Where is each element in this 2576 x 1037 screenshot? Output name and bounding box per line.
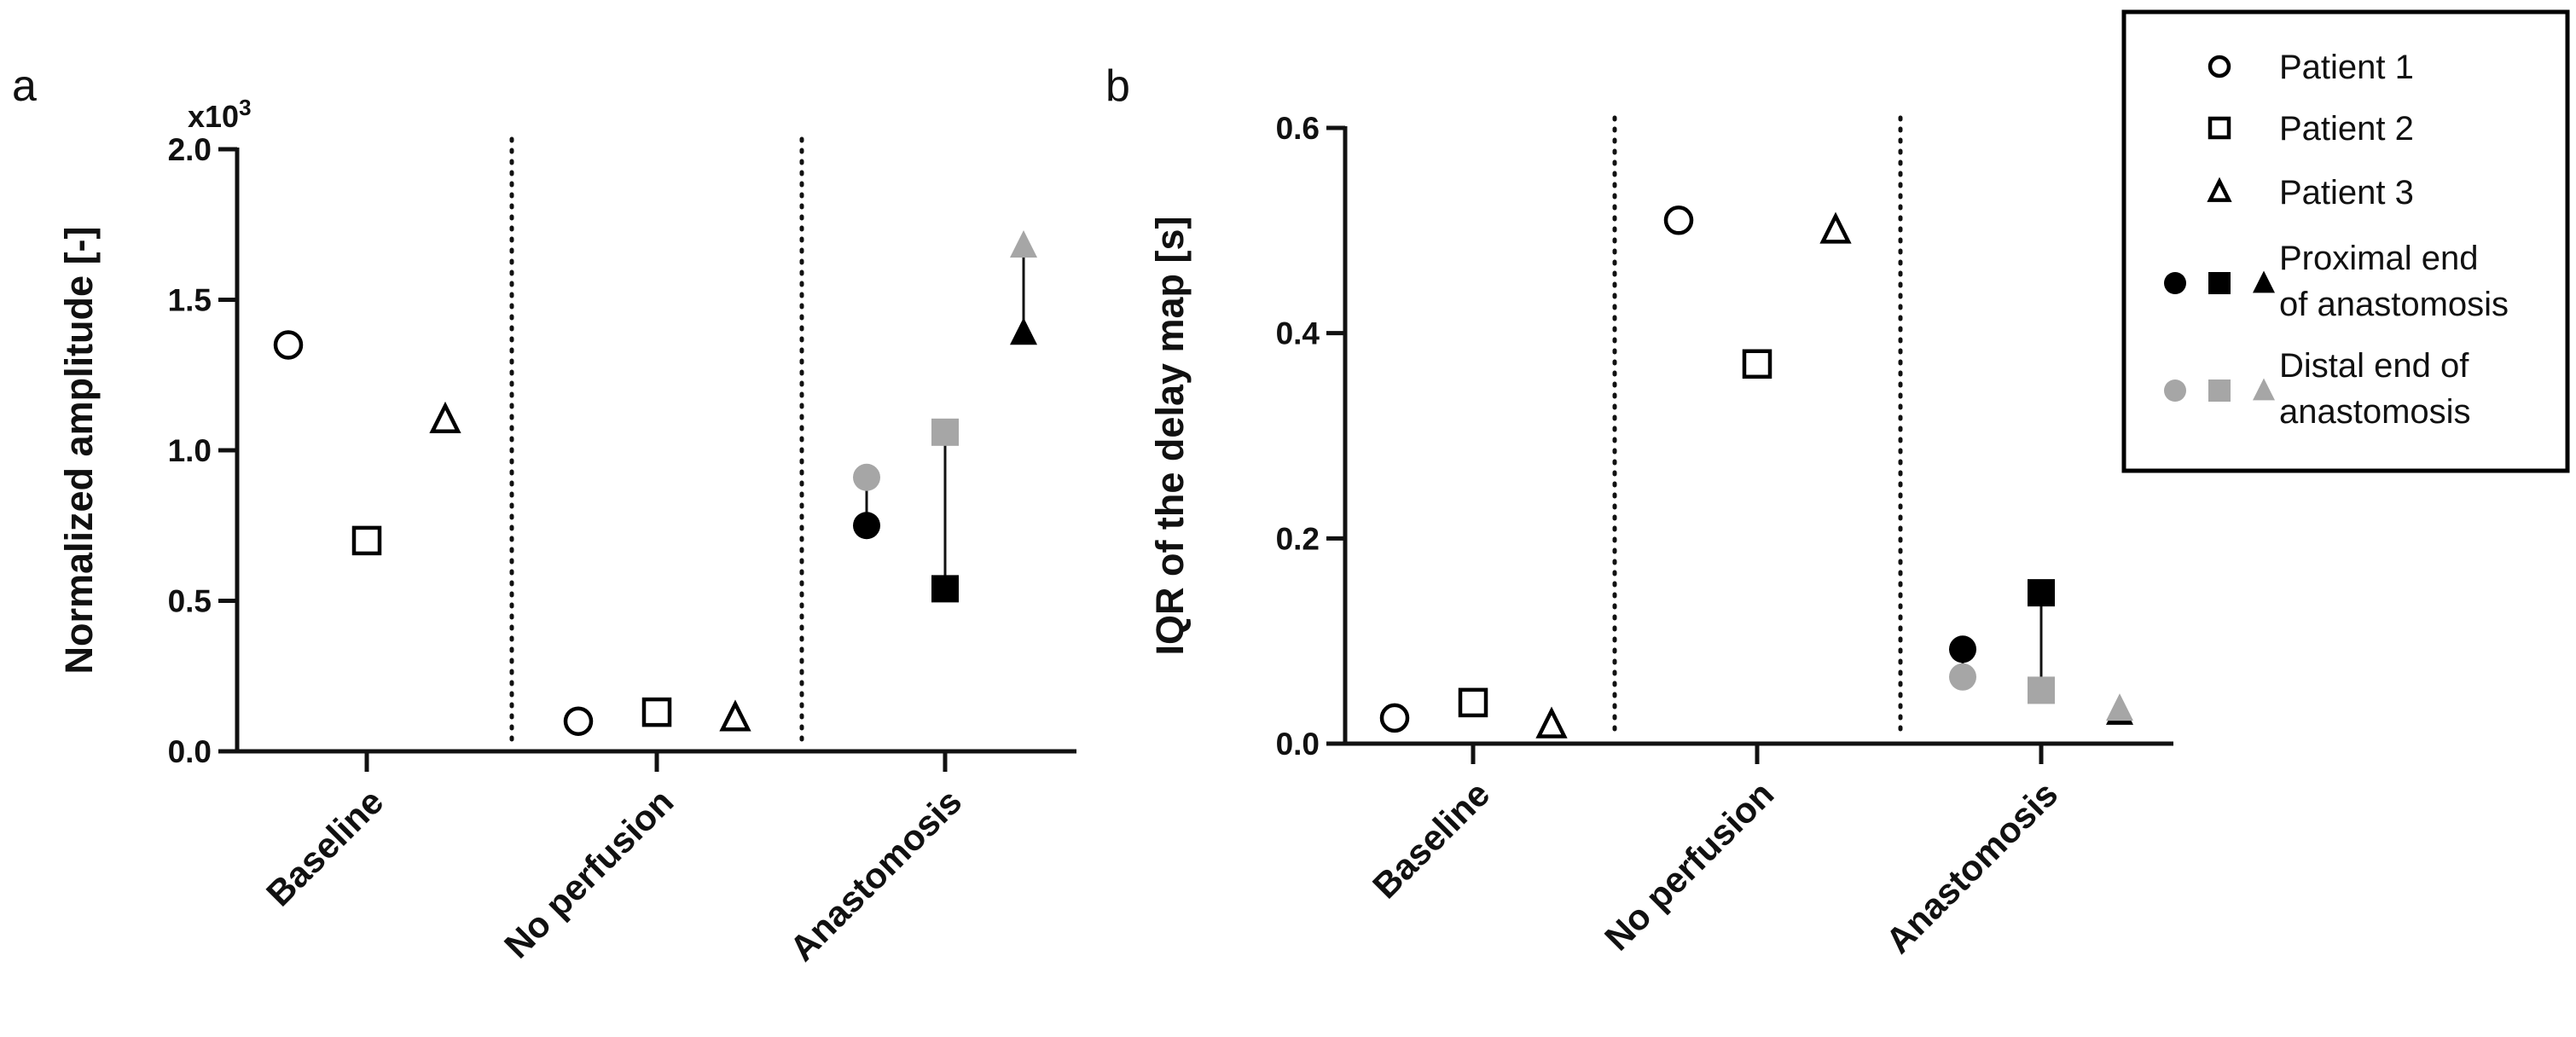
data-point-patient-1 (563, 706, 594, 736)
legend-marker-square (2208, 379, 2231, 402)
y-tick-label: 0.2 (1276, 521, 1320, 556)
data-point-patient-1-proximal (1949, 635, 1976, 663)
data-point-patient-2-proximal (2028, 579, 2055, 607)
data-point-patient-2-proximal (931, 575, 959, 603)
data-point-patient-1-distal (853, 463, 880, 491)
panel-b-label: b (1105, 61, 1130, 111)
y-tick-label: 0.6 (1276, 111, 1320, 146)
data-point-patient-3-proximal (1010, 317, 1037, 345)
data-point-patient-1 (1379, 703, 1410, 733)
y-multiplier-exponent: 3 (239, 95, 251, 120)
legend-marker-triangle (2253, 270, 2275, 293)
legend-marker-triangle (2207, 177, 2232, 202)
legend-item-label: Patient 3 (2279, 174, 2414, 211)
data-point-patient-2 (351, 525, 382, 556)
data-point-patient-1 (273, 330, 304, 360)
y-tick-label: 0.0 (168, 734, 212, 769)
legend-item-label: of anastomosis (2279, 286, 2509, 323)
panel-a-label: a (12, 61, 37, 111)
legend-marker-circle (2208, 55, 2231, 78)
legend-marker-circle (2164, 379, 2186, 402)
y-tick-label: 1.0 (168, 433, 212, 468)
legend-marker-square (2208, 116, 2231, 140)
data-point-patient-1 (1663, 206, 1694, 235)
legend-marker-triangle (2253, 378, 2275, 401)
data-point-patient-1-distal (1949, 663, 1976, 691)
legend-item-label: anastomosis (2279, 393, 2471, 431)
x-category-label: Anastomosis (1878, 773, 2066, 961)
x-category-label: Baseline (1365, 773, 1497, 906)
y-tick-label: 0.5 (168, 584, 212, 619)
data-point-patient-3-distal (2106, 693, 2133, 721)
data-point-patient-3 (719, 699, 751, 732)
data-point-patient-1-proximal (853, 512, 880, 540)
y-tick-label: 0.4 (1276, 316, 1320, 351)
x-category-label: Anastomosis (782, 781, 970, 969)
data-point-patient-3-distal (1010, 230, 1037, 258)
data-point-patient-3 (1535, 706, 1568, 739)
legend-item-label: Patient 2 (2279, 110, 2414, 148)
data-point-patient-2 (641, 697, 672, 727)
y-multiplier-base: x10 (188, 99, 239, 134)
x-category-label: No perfusion (496, 781, 681, 965)
legend: Patient 1 Patient 2 Patient 3 Proximal end o… (2121, 9, 2570, 473)
data-point-patient-2-distal (931, 418, 959, 446)
y-multiplier-label: x103 (188, 95, 252, 134)
legend-marker-circle (2164, 272, 2186, 294)
chart-panel-b: 0.0 0.2 0.4 0.6 IQR of the delay map [s] Base… (1148, 111, 2173, 961)
data-point-patient-3 (1819, 211, 1852, 244)
legend-item-label: Distal end of (2279, 347, 2469, 385)
y-axis-title: Normalized amplitude [-] (57, 226, 101, 674)
y-tick-label: 0.0 (1276, 727, 1320, 762)
data-point-patient-2 (1458, 687, 1488, 718)
data-point-patient-2 (1742, 349, 1772, 379)
y-axis-title: IQR of the delay map [s] (1148, 216, 1192, 655)
legend-frame (2121, 9, 2570, 473)
data-point-patient-2-distal (2028, 676, 2055, 704)
chart-panel-a: 0.0 0.5 1.0 1.5 2.0 Normalized amplitude [-] x… (57, 95, 1076, 969)
legend-item-label: Proximal end (2279, 240, 2478, 277)
x-category-label: No perfusion (1597, 773, 1781, 958)
legend-item-label: Patient 1 (2279, 49, 2414, 86)
x-category-label: Baseline (258, 781, 391, 913)
y-tick-label: 2.0 (168, 132, 212, 167)
data-point-patient-3 (429, 401, 461, 434)
legend-marker-square (2208, 272, 2231, 294)
y-tick-label: 1.5 (168, 283, 212, 318)
